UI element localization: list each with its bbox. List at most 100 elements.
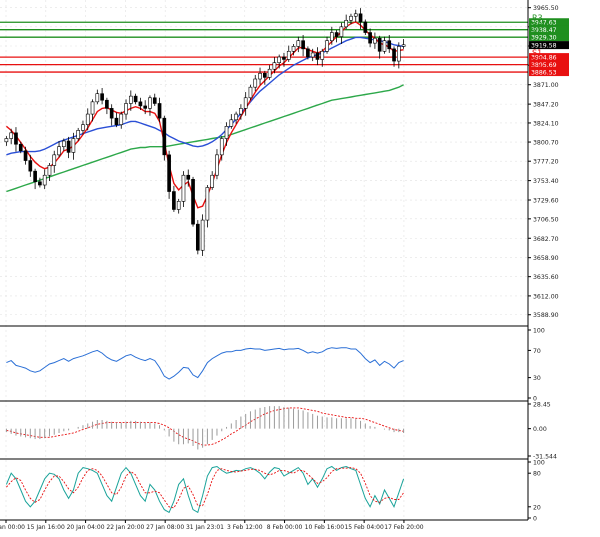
candle-body <box>205 187 210 221</box>
candle-body <box>387 40 392 50</box>
y-tick-label: 3706.50 <box>533 216 559 223</box>
candle-body <box>248 86 253 99</box>
candle-body <box>100 93 104 101</box>
candle-body <box>14 132 18 145</box>
candle-body <box>114 117 119 125</box>
level-value-badge <box>529 53 569 62</box>
candle-body <box>167 154 171 192</box>
candle-body <box>33 170 37 183</box>
level-value-badge <box>529 33 569 42</box>
level-value-badge <box>529 68 569 77</box>
candle-body <box>353 13 358 17</box>
candle-body <box>363 21 368 33</box>
y-tick-label: 3824.10 <box>533 120 559 127</box>
candle-body <box>47 165 52 176</box>
candle-body <box>109 108 114 119</box>
candle-body <box>301 40 305 50</box>
level-value-label: 3904.86 <box>531 55 557 62</box>
level-value-label: 3895.69 <box>531 62 557 69</box>
current-price-badge <box>529 41 569 50</box>
candle-body <box>325 40 329 52</box>
candle-body <box>119 113 124 125</box>
y-tick-label: 3800.70 <box>533 140 559 147</box>
candle-body <box>52 154 57 166</box>
candle-body <box>85 113 90 125</box>
x-tick-label: 31 Jan 23:01 <box>186 524 224 531</box>
ma-slow-line <box>6 84 404 193</box>
candle-body <box>124 103 128 115</box>
level-value-badge <box>529 25 569 34</box>
candle-body <box>176 201 181 210</box>
level-value-badge <box>529 60 569 69</box>
level-value-label: 3947.63 <box>531 20 557 27</box>
candle-body <box>28 160 33 172</box>
x-tick-label: 13 Jan 00:00 <box>0 524 25 531</box>
y-tick-label: 3635.60 <box>533 274 559 281</box>
candle-body <box>61 140 66 147</box>
candle-body <box>181 174 186 202</box>
candle-body <box>224 126 229 139</box>
candle-body <box>200 219 205 251</box>
candle-body <box>277 56 282 64</box>
x-tick-label: 15 Jan 16:00 <box>27 524 65 531</box>
candle-body <box>373 37 377 44</box>
candle-body <box>9 132 14 139</box>
candle-body <box>133 95 138 103</box>
candle-body <box>349 15 353 21</box>
x-tick-label: 3 Feb 12:00 <box>227 524 263 531</box>
candle-body <box>138 101 143 107</box>
candle-body <box>66 140 71 153</box>
y-tick-label: 3658.90 <box>533 255 559 262</box>
candle-body <box>329 32 334 41</box>
ma-mid-line <box>6 36 404 156</box>
candle-body <box>396 46 401 62</box>
stoch-k-line <box>5 465 405 514</box>
candle-body <box>42 174 47 186</box>
candle-body <box>320 50 325 60</box>
candle-body <box>392 48 396 62</box>
candle-body <box>152 97 157 104</box>
y-tick-label: 3777.20 <box>533 159 559 166</box>
x-tick-label: 20 Jan 04:00 <box>67 524 105 531</box>
candle-body <box>186 174 191 180</box>
candle-body <box>262 73 267 78</box>
rsi-y-tick-label: 0 <box>533 396 537 403</box>
candle-body <box>377 37 382 52</box>
candle-body <box>81 124 85 131</box>
candle-body <box>157 103 162 119</box>
candle-body <box>191 179 195 225</box>
candle-body <box>258 73 262 80</box>
candle-body <box>272 62 277 70</box>
candle-body <box>382 40 387 52</box>
candle-body <box>128 95 133 104</box>
candle-body <box>291 46 296 52</box>
rsi-line <box>6 347 404 380</box>
candle-body <box>282 56 286 60</box>
candle-body <box>401 44 406 47</box>
y-tick-label: 3871.00 <box>533 82 559 89</box>
candle-body <box>243 97 248 109</box>
x-tick-label: 22 Jan 20:00 <box>106 524 144 531</box>
x-tick-label: 27 Jan 08:00 <box>146 524 184 531</box>
candle-body <box>148 97 152 109</box>
y-tick-label: 3753.40 <box>533 178 559 185</box>
y-tick-label: 3729.60 <box>533 198 559 205</box>
candle-body <box>210 174 215 188</box>
y-tick-label: 3965.50 <box>533 5 559 12</box>
y-tick-label: 3847.20 <box>533 102 559 109</box>
candle-body <box>143 105 148 109</box>
y-tick-label: 3682.70 <box>533 236 559 243</box>
rsi-y-tick-label: 100 <box>533 328 545 335</box>
candle-body <box>339 26 344 37</box>
x-tick-label: 10 Feb 16:00 <box>305 524 345 531</box>
y-tick-label: 3612.00 <box>533 293 559 300</box>
candle-body <box>23 150 28 161</box>
candle-body <box>234 113 238 121</box>
macd-y-tick-label: -31.544 <box>533 454 557 461</box>
y-tick-label: 3588.90 <box>533 312 559 319</box>
rsi-y-tick-label: 30 <box>533 375 541 382</box>
rsi-y-tick-label: 70 <box>533 348 541 355</box>
x-tick-label: 17 Feb 20:00 <box>384 524 424 531</box>
